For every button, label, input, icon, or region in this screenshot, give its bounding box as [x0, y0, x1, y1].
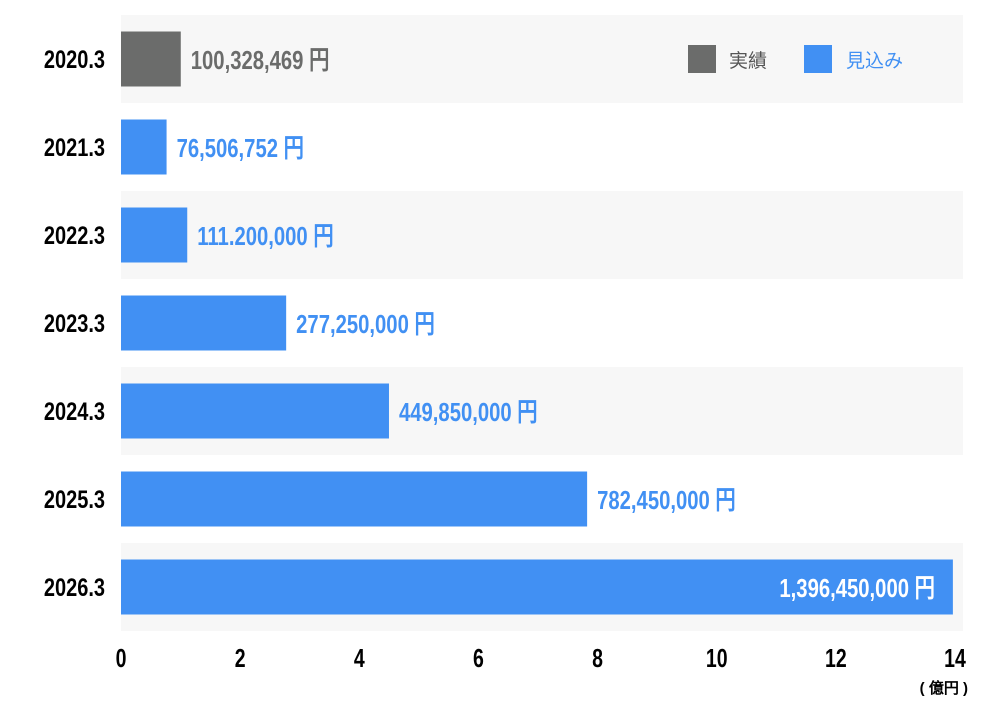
bar-2026.3	[121, 559, 953, 615]
x-tick-label: 12	[825, 643, 847, 672]
x-unit-label: ( 億円 )	[920, 679, 968, 697]
x-tick-label: 14	[944, 643, 966, 672]
y-tick-label: 2022.3	[44, 222, 105, 250]
bar-2023.3	[121, 295, 287, 351]
row-band	[121, 103, 963, 191]
legend-swatch-forecast	[804, 45, 832, 73]
legend-swatch-actual	[688, 45, 716, 73]
y-tick-label: 2024.3	[44, 398, 105, 426]
value-label: 782,450,000 円	[597, 486, 736, 515]
value-label: 100,328,469 円	[191, 46, 330, 75]
bar-2020.3	[121, 31, 181, 87]
value-label: 449,850,000 円	[399, 398, 538, 427]
legend-label-actual: 実績	[729, 50, 767, 72]
value-label: 277,250,000 円	[296, 310, 435, 339]
value-label: 76,506,752 円	[177, 134, 304, 163]
y-tick-label: 2026.3	[44, 574, 105, 602]
y-tick-label: 2025.3	[44, 486, 105, 514]
y-tick-label: 2020.3	[44, 46, 105, 74]
bar-2025.3	[121, 471, 588, 527]
bar-2024.3	[121, 383, 389, 439]
x-tick-label: 8	[592, 643, 603, 672]
y-tick-label: 2023.3	[44, 310, 105, 338]
y-tick-label: 2021.3	[44, 134, 105, 162]
row-band	[121, 191, 963, 279]
x-tick-label: 2	[235, 643, 246, 672]
x-tick-label: 4	[354, 643, 365, 672]
value-label: 1,396,450,000 円	[779, 574, 934, 603]
bar-2021.3	[121, 119, 167, 175]
legend: 実績 見込み	[688, 45, 903, 73]
x-tick-label: 6	[473, 643, 484, 672]
value-label: 111.200,000 円	[197, 222, 333, 251]
x-tick-label: 0	[116, 643, 127, 672]
x-tick-label: 10	[706, 643, 728, 672]
legend-label-forecast: 見込み	[846, 50, 903, 72]
bar-2022.3	[121, 207, 188, 263]
